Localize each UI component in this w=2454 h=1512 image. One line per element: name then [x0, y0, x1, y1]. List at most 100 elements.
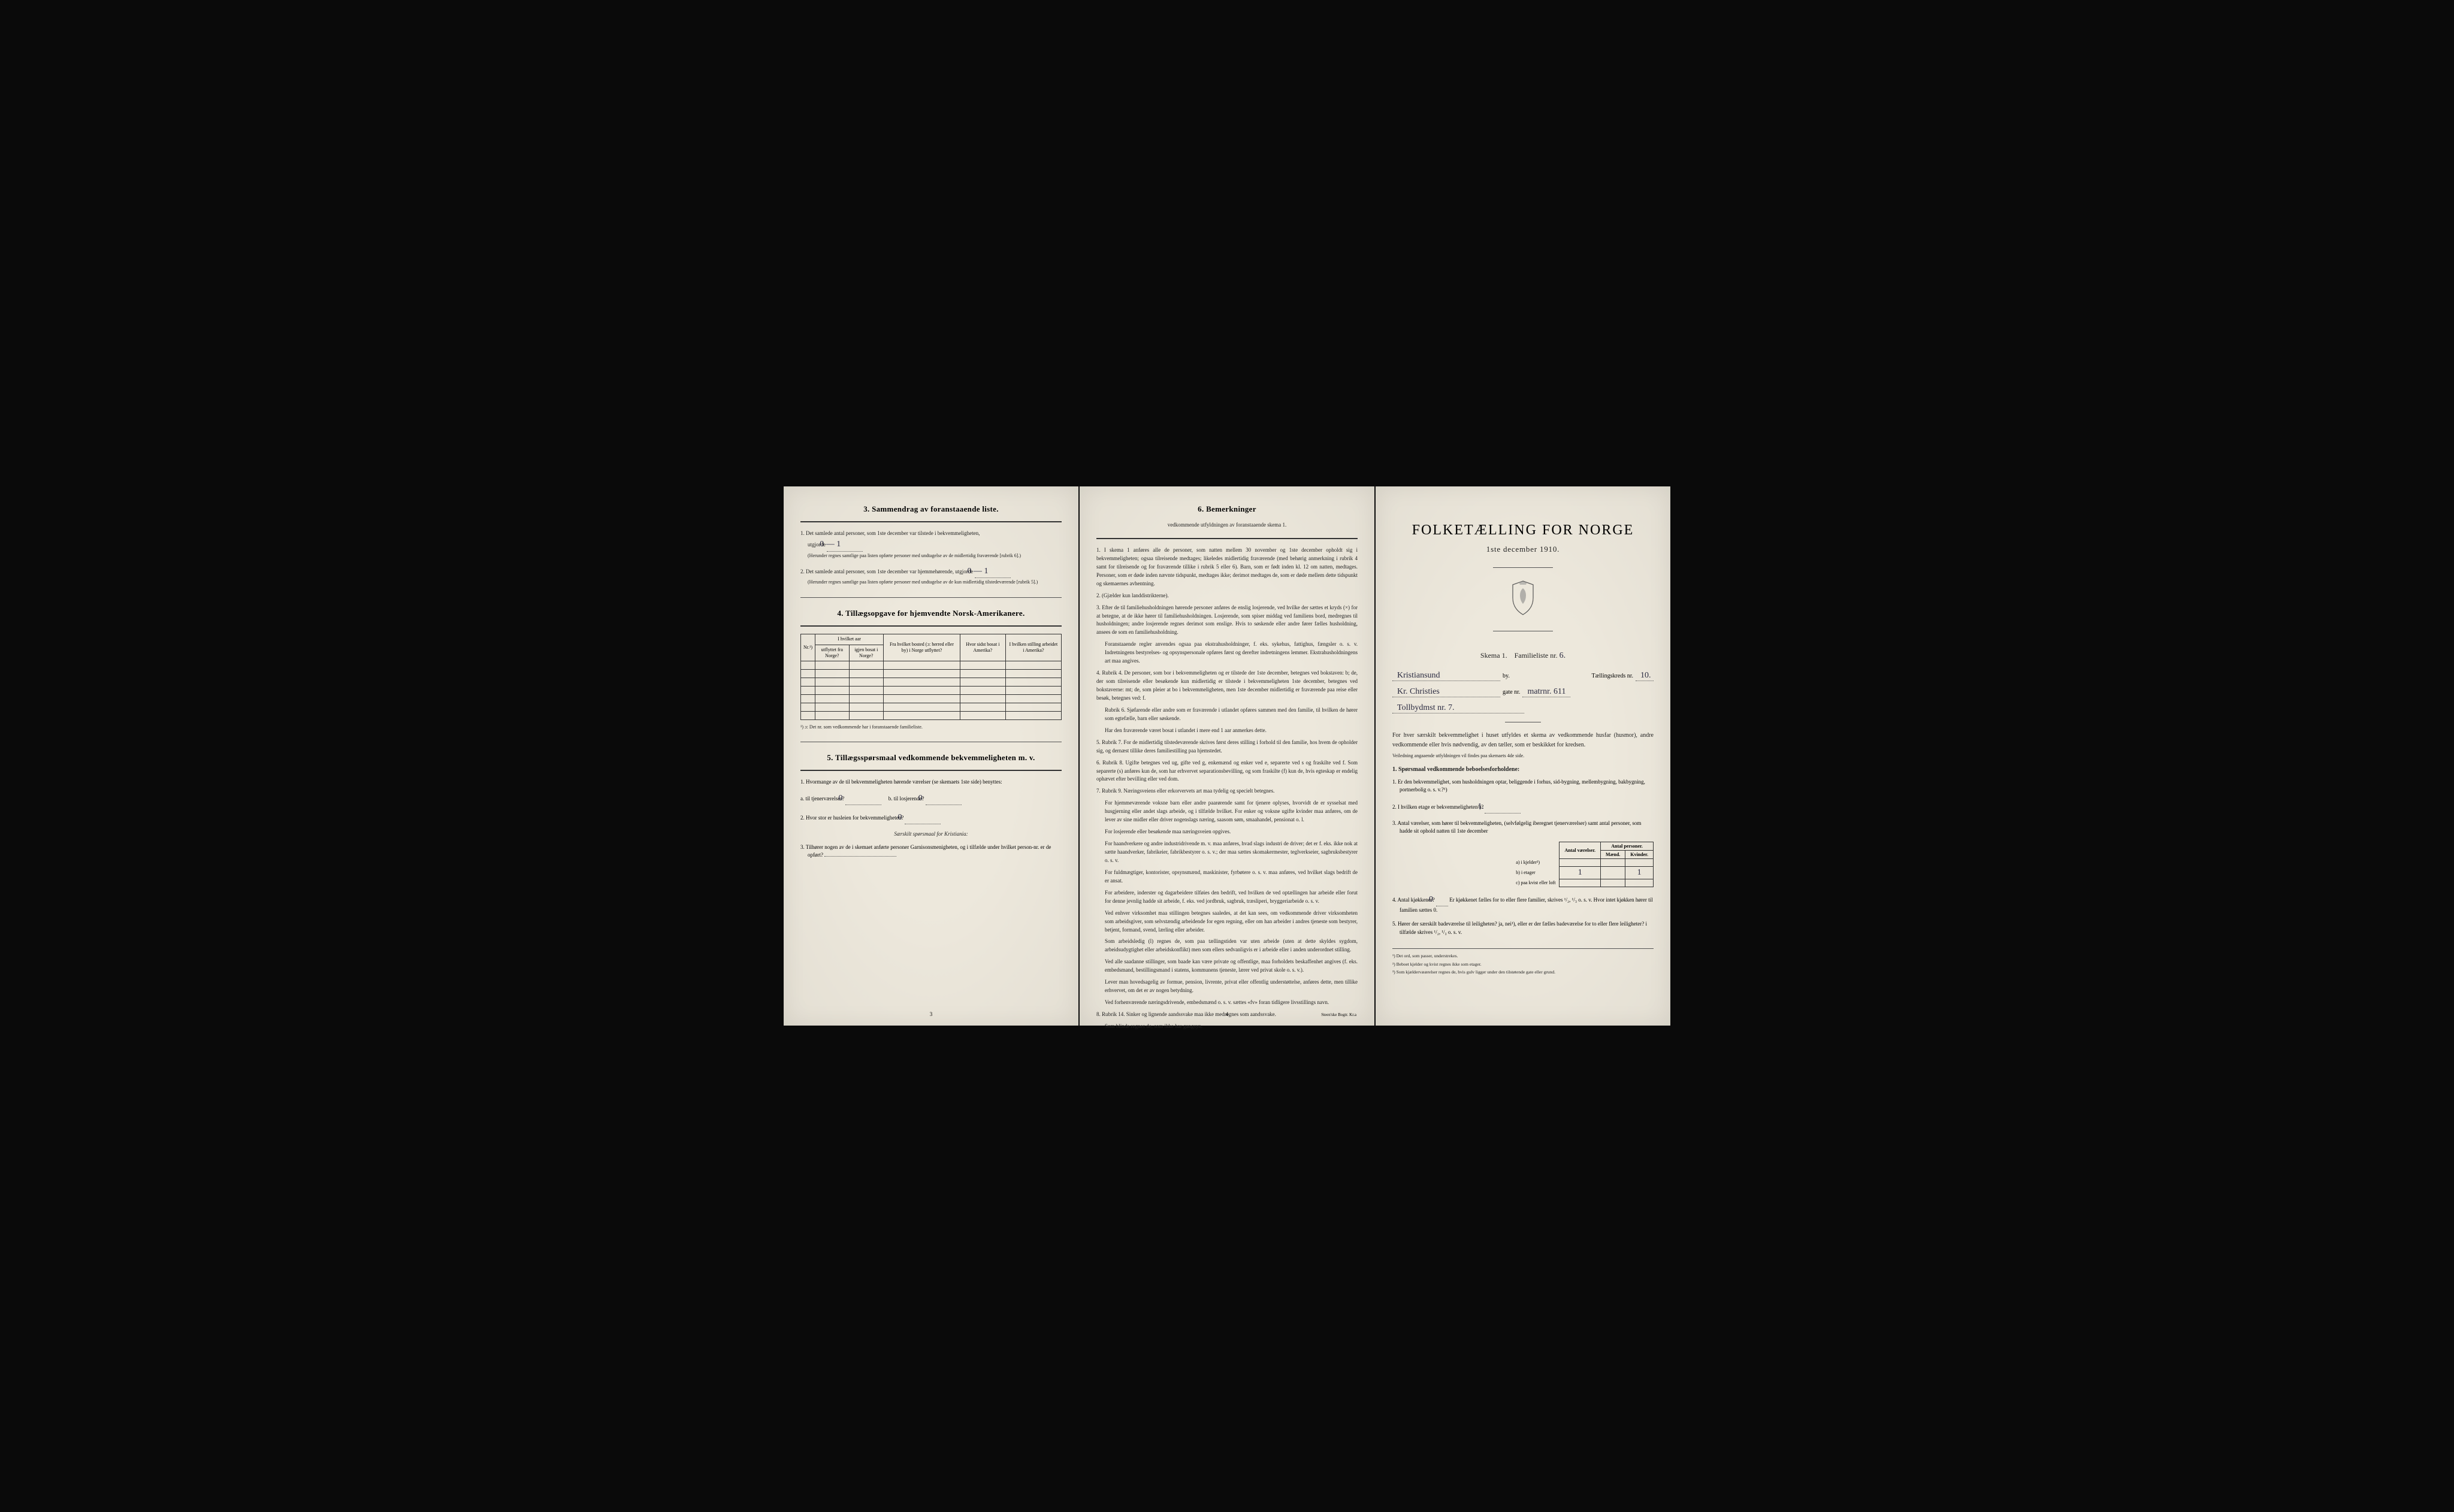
table-row: a) i kjelder³)	[1511, 858, 1653, 866]
s5-q2: 2. Hvor stor er husleien for bekvemmelig…	[800, 811, 1062, 824]
text: 2. I hvilken etage er bekvemmeligheten²)…	[1392, 804, 1483, 810]
handwritten-value: 0 — 1	[827, 538, 863, 552]
s4-footnote: ¹) ɔ: Det nr. som vedkommende har i fora…	[800, 724, 1062, 730]
page-number: 3	[930, 1011, 933, 1017]
bemerkning-item: Ved forhenværende næringsdrivende, embed…	[1096, 999, 1358, 1007]
th-nr: Nr.¹)	[801, 634, 815, 661]
section-6-title: 6. Bemerkninger	[1096, 504, 1358, 514]
q1-2: 2. I hvilken etage er bekvemmeligheten²)…	[1392, 800, 1654, 814]
text: 2. Det samlede antal personer, som 1ste …	[800, 568, 973, 574]
handwritten-value: Tollbydmst nr. 7.	[1392, 703, 1524, 713]
table-row	[801, 712, 1062, 720]
skema-line: Skema 1. Familieliste nr. 6.	[1392, 649, 1654, 663]
row-label: b) i etager	[1511, 866, 1560, 879]
bemerkning-item: Har den fraværende været bosat i utlande…	[1096, 727, 1358, 735]
bemerkning-item: 6. Rubrik 8. Ugifte betegnes ved ug, gif…	[1096, 759, 1358, 784]
text: 2. Hvor stor er husleien for bekvemmelig…	[800, 815, 903, 821]
text: Tællingskreds nr.	[1592, 673, 1633, 679]
divider	[800, 521, 1062, 522]
intro-note: Veiledning angaaende utfyldningen vil fi…	[1392, 752, 1654, 759]
table-row	[801, 687, 1062, 695]
main-title: FOLKETÆLLING FOR NORGE	[1392, 522, 1654, 539]
q1-5: 5. Hører der særskilt badeværelse til le…	[1392, 920, 1654, 936]
bemerkning-item: 5. Rubrik 7. For de midlertidig tilstede…	[1096, 739, 1358, 755]
bemerkning-item: 4. Rubrik 4. De personer, som bor i bekv…	[1096, 669, 1358, 703]
divider	[800, 597, 1062, 598]
subtitle: 1ste december 1910.	[1392, 543, 1654, 555]
section-6-subtitle: vedkommende utfyldningen av foranstaaend…	[1096, 521, 1358, 530]
table-row	[801, 703, 1062, 712]
bemerkning-item: For arbeidere, inderster og dagarbeidere…	[1096, 889, 1358, 906]
row-label: c) paa kvist eller loft	[1511, 879, 1560, 887]
handwritten-value: 0	[1436, 893, 1448, 906]
th: Antal personer.	[1601, 842, 1654, 850]
table-row	[801, 670, 1062, 678]
q1-title: 1. Spørsmaal vedkommende beboelsesforhol…	[1392, 765, 1654, 775]
s3-item-1: 1. Det samlede antal personer, som 1ste …	[800, 530, 1062, 560]
q1-3: 3. Antal værelser, som hører til bekvemm…	[1392, 819, 1654, 836]
divider	[800, 770, 1062, 771]
page-1-cover: FOLKETÆLLING FOR NORGE 1ste december 191…	[1376, 486, 1670, 1026]
handwritten-value: 6.	[1560, 649, 1566, 663]
section-3-list: 1. Det samlede antal personer, som 1ste …	[800, 530, 1062, 586]
bemerkning-item: Ved enhver virksomhet maa stillingen bet…	[1096, 909, 1358, 935]
th-year: I hvilket aar	[815, 634, 884, 645]
bemerkninger-body: 1. I skema 1 anføres alle de personer, s…	[1096, 546, 1358, 1031]
text: gate nr.	[1503, 689, 1520, 695]
by-line: Kristiansund by. Tællingskreds nr. 10.	[1392, 671, 1654, 681]
th-stilling: I hvilken stilling arbeidet i Amerika?	[1005, 634, 1061, 661]
s5-q3: 3. Tilhører nogen av de i skemaet anført…	[800, 843, 1062, 860]
table-row: b) i etager 1 1	[1511, 866, 1653, 879]
th-igjen: igjen bosat i Norge?	[849, 645, 883, 661]
divider	[1096, 538, 1358, 539]
footnote: ³) Som kjældervæærelser regnes de, hvis …	[1392, 969, 1654, 976]
note: (Herunder regnes samtlige paa listen opf…	[808, 579, 1038, 585]
section-5-title: 5. Tillægsspørsmaal vedkommende bekvemme…	[800, 753, 1062, 763]
footnote: ²) Beboet kjelder og kvist regnes ikke s…	[1392, 961, 1654, 968]
handwritten-value: 1	[1578, 868, 1582, 878]
bemerkning-item: Som blinde regnes de, som ikke har gangs…	[1096, 1023, 1358, 1031]
s5-q1ab: a. til tjenerværelser? 0 b. til losjeren…	[800, 792, 1062, 805]
handwritten-value: 0	[845, 792, 881, 805]
bemerkning-item: 3. Efter de til familiehusholdningen hør…	[1096, 604, 1358, 637]
th-fra: Fra hvilket bosted (ɔ: herred eller by) …	[884, 634, 960, 661]
handwritten-value: 10.	[1636, 671, 1654, 681]
th: Kvinder.	[1625, 850, 1654, 858]
text: Skema 1.	[1480, 651, 1507, 660]
bemerkning-item: 7. Rubrik 9. Næringsveiens eller erkorve…	[1096, 787, 1358, 796]
text: 5. Hører der særskilt badeværelse til le…	[1392, 921, 1647, 935]
bemerkning-item: For haandverkere og andre industridriven…	[1096, 840, 1358, 865]
text: 3. Antal værelser, som hører til bekvemm…	[1392, 820, 1641, 834]
bemerkning-item: Ved alle saadanne stillinger, som baade …	[1096, 958, 1358, 975]
section-4-title: 4. Tillægsopgave for hjemvendte Norsk-Am…	[800, 609, 1062, 618]
bemerkning-item: For fuldmægtiger, kontorister, opsynsmæn…	[1096, 869, 1358, 885]
intro-text: For hver særskilt bekvemmelighet i huset…	[1392, 731, 1654, 750]
q1-1: 1. Er den bekvemmelighet, som husholdnin…	[1392, 778, 1654, 794]
handwritten-value: matrnr. 611	[1522, 687, 1570, 697]
text: Familieliste nr.	[1515, 651, 1558, 660]
handwritten-value: 1	[1637, 868, 1642, 878]
bemerkning-item: Rubrik 6. Sjøfarende eller andre som er …	[1096, 706, 1358, 723]
s3-item-2: 2. Det samlede antal personer, som 1ste …	[800, 565, 1062, 587]
footnotes: ¹) Det ord, som passer, understrekes. ²)…	[1392, 948, 1654, 976]
text: 1. Hvormange av de til bekvemmeligheten …	[800, 779, 1002, 785]
bemerkning-item: Foranstaaende regler anvendes ogsaa paa …	[1096, 640, 1358, 666]
page-4: 6. Bemerkninger vedkommende utfyldningen…	[1080, 486, 1374, 1026]
table-row	[801, 678, 1062, 687]
page-number: 4	[1226, 1011, 1229, 1017]
handwritten-value: 0	[926, 792, 962, 805]
printer-mark: Steen'ske Bogtr. Kr.a	[1321, 1012, 1356, 1017]
handwritten-value: 0	[905, 811, 941, 824]
footnote: ¹) Det ord, som passer, understrekes.	[1392, 952, 1654, 960]
table-row	[801, 695, 1062, 703]
q1-4: 4. Antal kjøkkener? 0 Er kjøkkenet fælle…	[1392, 893, 1654, 915]
extra-line: Tollbydmst nr. 7.	[1392, 703, 1654, 713]
bemerkning-item: 1. I skema 1 anføres alle de personer, s…	[1096, 546, 1358, 588]
row-label: a) i kjelder³)	[1511, 858, 1560, 866]
th-utflyttet: utflyttet fra Norge?	[815, 645, 849, 661]
handwritten-value: Kristiansund	[1392, 671, 1500, 681]
blank-line	[824, 856, 896, 857]
section-3-title: 3. Sammendrag av foranstaaende liste.	[800, 504, 1062, 514]
handwritten-value: 1.	[1485, 800, 1521, 814]
table-row: c) paa kvist eller loft	[1511, 879, 1653, 887]
